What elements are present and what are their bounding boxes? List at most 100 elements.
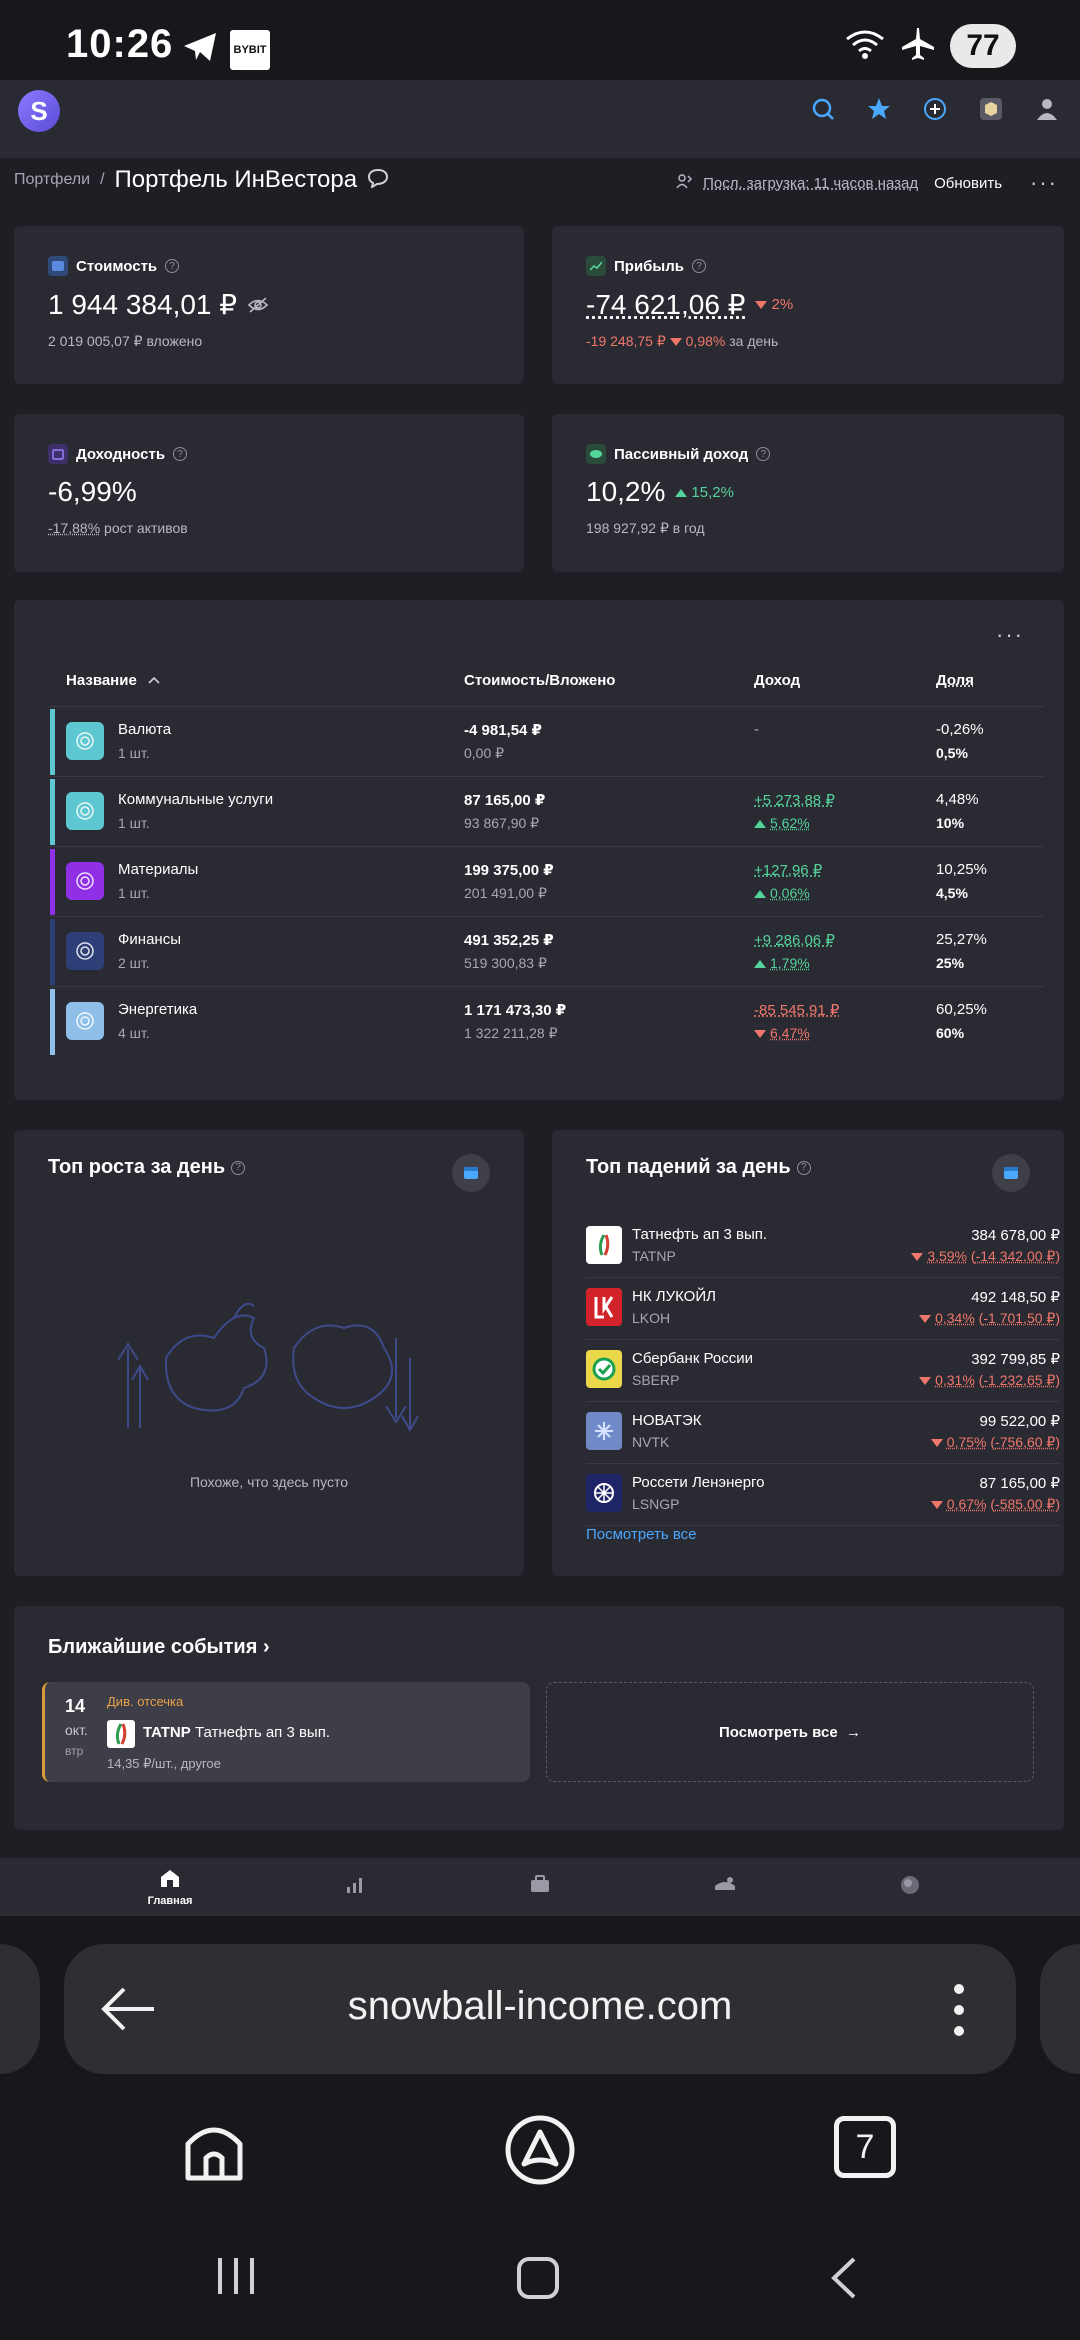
tatneft-logo	[586, 1226, 622, 1264]
top-gainers-card: Топ роста за день ? Похоже, что здесь пу…	[14, 1130, 524, 1576]
star-icon[interactable]	[864, 94, 894, 124]
bybit-icon: BYBIT	[230, 30, 270, 70]
novatek-logo	[586, 1412, 622, 1450]
table-row[interactable]: Валюта 1 шт. -4 981,54 ₽ 0,00 ₽ - -0,26%…	[50, 706, 1044, 776]
event-item[interactable]: 14 окт. втр Див. отсечка TATNP Татнефть …	[42, 1682, 530, 1782]
home-button-icon[interactable]	[516, 2256, 560, 2305]
table-row[interactable]: Материалы 1 шт. 199 375,00 ₽ 201 491,00 …	[50, 846, 1044, 916]
browser-navigation: 7	[0, 2096, 1080, 2206]
help-icon[interactable]: ?	[231, 1160, 246, 1175]
see-all-losers-link[interactable]: Посмотреть все	[586, 1526, 697, 1543]
back-arrow-icon[interactable]	[98, 1984, 156, 2039]
snowball-logo[interactable]: S	[18, 90, 60, 132]
help-icon[interactable]: ?	[692, 259, 706, 273]
community-icon	[715, 1877, 735, 1890]
event-security-name: Татнефть ап 3 вып.	[194, 1724, 330, 1741]
browser-menu-icon[interactable]	[952, 1982, 966, 2043]
sector-share-actual: 10,25%	[936, 861, 987, 878]
see-all-events-button[interactable]: Посмотреть все →	[546, 1682, 1034, 1782]
loser-list-item[interactable]: Татнефть ап 3 вып. TATNP 384 678,00 ₽ 3,…	[586, 1216, 1060, 1278]
next-tab-edge[interactable]	[1040, 1944, 1080, 2074]
recent-apps-icon[interactable]	[216, 2256, 256, 2301]
nav-community[interactable]	[675, 1874, 775, 1899]
loser-list-item[interactable]: Сбербанк России SBERP 392 799,85 ₽ 0,31%…	[586, 1340, 1060, 1402]
sector-value: 491 352,25 ₽	[464, 932, 554, 949]
col-name-header[interactable]: Название	[66, 672, 161, 689]
address-bar[interactable]: snowball-income.com	[64, 1944, 1016, 2074]
help-icon[interactable]: ?	[756, 447, 771, 461]
passive-income-card: Пассивный доход ? 10,2% 15,2% 198 927,92…	[552, 414, 1064, 572]
security-change-amount: -14 342,00 ₽	[975, 1248, 1056, 1264]
alice-assistant-icon[interactable]	[504, 2114, 576, 2191]
comment-icon[interactable]	[367, 168, 389, 193]
yield-card: Доходность ? -6,99% -17,88% рост активов	[14, 414, 524, 572]
breadcrumb-portfolios-link[interactable]: Портфели	[14, 171, 91, 188]
loser-list-item[interactable]: НК ЛУКОЙЛ LKOH 492 148,50 ₽ 0,34% (-1 70…	[586, 1278, 1060, 1340]
sector-share-target: 4,5%	[936, 885, 968, 901]
nav-analytics[interactable]	[305, 1874, 405, 1899]
chevron-right-icon: ›	[262, 1636, 270, 1658]
help-icon[interactable]: ?	[173, 447, 188, 461]
calendar-toggle-button[interactable]	[992, 1154, 1030, 1192]
sector-income: +9 286,06 ₽	[754, 932, 835, 949]
table-more-button[interactable]: ···	[996, 622, 1024, 647]
passive-value: 10,2%	[586, 476, 666, 507]
sector-income: -85 545,91 ₽	[754, 1002, 840, 1019]
avatar-icon	[901, 1876, 919, 1894]
nav-home[interactable]: Главная	[120, 1868, 220, 1907]
hide-eye-icon[interactable]	[247, 289, 269, 321]
profile-icon[interactable]	[1032, 94, 1062, 124]
sector-icon	[66, 792, 104, 830]
prev-tab-edge[interactable]	[0, 1944, 40, 2074]
col-share-header[interactable]: Доля	[936, 672, 974, 689]
loser-list-item[interactable]: Россети Ленэнерго LSNGP 87 165,00 ₽ 0,67…	[586, 1464, 1060, 1526]
browser-home-icon[interactable]	[182, 2116, 246, 2187]
down-arrow-icon	[755, 301, 768, 310]
tabs-count-button[interactable]: 7	[834, 2116, 896, 2178]
table-row[interactable]: Энергетика 4 шт. 1 171 473,30 ₽ 1 322 21…	[50, 986, 1044, 1056]
sector-share-actual: 4,48%	[936, 791, 979, 808]
sector-color-bar	[50, 779, 55, 845]
invested-amount: 2 019 005,07 ₽	[48, 333, 143, 349]
security-change: 0,75% (-756,60 ₽)	[930, 1434, 1060, 1451]
help-icon[interactable]: ?	[796, 1160, 811, 1175]
sector-name: Валюта	[118, 721, 172, 738]
table-row[interactable]: Коммунальные услуги 1 шт. 87 165,00 ₽ 93…	[50, 776, 1044, 846]
telegram-icon	[182, 30, 220, 69]
passive-card-title: Пассивный доход	[614, 445, 749, 463]
profit-value: -74 621,06 ₽	[586, 289, 746, 320]
back-button-icon[interactable]	[828, 2256, 858, 2305]
url-text[interactable]: snowball-income.com	[347, 1984, 733, 2028]
sectors-table: ··· Название Стоимость/Вложено Доход Дол…	[14, 600, 1064, 1100]
bottom-navigation: Главная	[0, 1858, 1080, 1916]
calendar-icon	[48, 444, 68, 464]
sector-income: -	[754, 721, 759, 738]
security-name: НОВАТЭК	[632, 1412, 702, 1429]
events-title-link[interactable]: Ближайшие события ›	[48, 1636, 270, 1658]
nav-portfolio[interactable]	[490, 1874, 590, 1899]
nav-profile[interactable]	[860, 1874, 960, 1901]
up-arrow-icon	[675, 488, 688, 497]
security-change: 0,34% (-1 701,50 ₽)	[919, 1310, 1060, 1327]
refresh-button[interactable]: Обновить	[934, 174, 1003, 192]
search-icon[interactable]	[808, 94, 838, 124]
more-menu-button[interactable]: ···	[1030, 170, 1058, 195]
sector-share-target: 25%	[936, 955, 965, 971]
help-icon[interactable]: ?	[165, 259, 180, 273]
security-change-amount: -1 701,50 ₽	[983, 1310, 1056, 1326]
col-income-header[interactable]: Доход	[754, 672, 801, 689]
sector-count: 1 шт.	[118, 745, 150, 761]
event-type: Див. отсечка	[107, 1694, 184, 1709]
sector-share-actual: 25,27%	[936, 931, 987, 948]
add-transaction-icon[interactable]	[920, 94, 950, 124]
sector-name: Материалы	[118, 861, 199, 878]
home-icon	[161, 1870, 179, 1887]
security-ticker: LKOH	[632, 1310, 671, 1326]
calendar-toggle-button[interactable]	[452, 1154, 490, 1192]
table-row[interactable]: Финансы 2 шт. 491 352,25 ₽ 519 300,83 ₽ …	[50, 916, 1044, 986]
chart-icon	[586, 256, 606, 276]
col-value-header[interactable]: Стоимость/Вложено	[464, 672, 616, 689]
sector-income-pct: 1,79%	[770, 955, 810, 971]
loser-list-item[interactable]: НОВАТЭК NVTK 99 522,00 ₽ 0,75% (-756,60 …	[586, 1402, 1060, 1464]
box-icon[interactable]	[976, 94, 1006, 124]
